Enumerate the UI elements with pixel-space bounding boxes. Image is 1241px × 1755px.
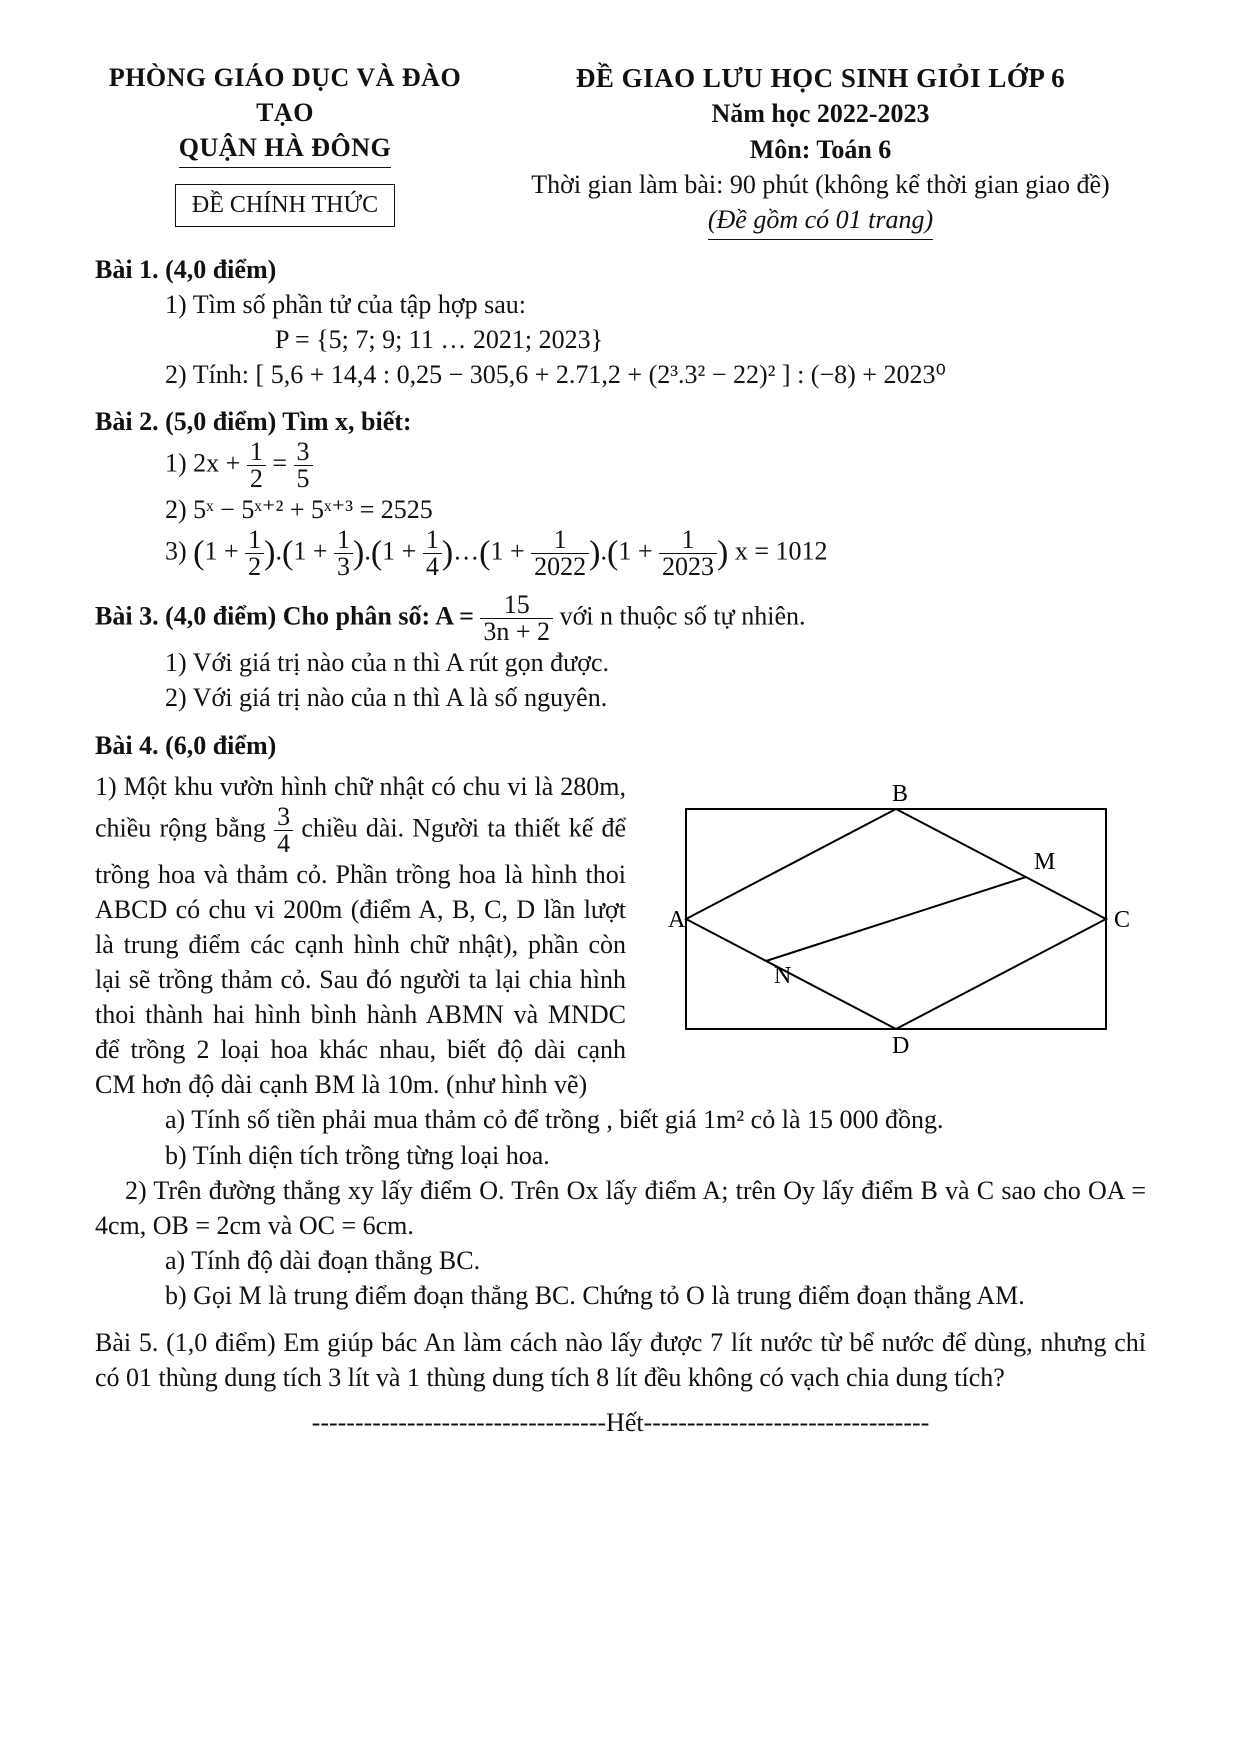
frac-half: 12 <box>247 439 266 492</box>
frac-d: 2023 <box>659 554 717 580</box>
line-mn <box>766 877 1026 961</box>
label-b: B <box>892 781 908 807</box>
paren: ( <box>479 535 490 572</box>
time-text: Thời gian làm bài: 90 phút (không kể thờ… <box>531 170 1109 199</box>
header: PHÒNG GIÁO DỤC VÀ ĐÀO TẠO QUẬN HÀ ĐÔNG Đ… <box>95 60 1146 240</box>
bai-4: Bài 4. (6,0 điểm) 1) Một khu vườn hình c… <box>95 728 1146 1313</box>
paren: ) <box>442 535 453 572</box>
frac-n: 1 <box>423 527 442 554</box>
paren: ( <box>282 535 293 572</box>
time-line: Thời gian làm bài: 90 phút (không kể thờ… <box>495 167 1146 202</box>
frac-n: 15 <box>480 592 553 619</box>
b4-row: 1) Một khu vườn hình chữ nhật có chu vi … <box>95 769 1146 1103</box>
paren: ( <box>371 535 382 572</box>
frac-d: 5 <box>294 466 313 492</box>
frac-d: 2022 <box>531 554 589 580</box>
frac-12: 12 <box>245 527 264 580</box>
b1-p2a: 2) Tính: <box>165 360 256 389</box>
box-wrap: ĐỀ CHÍNH THỨC <box>95 178 475 226</box>
paren: ) <box>264 535 275 572</box>
dept-line-2: QUẬN HÀ ĐÔNG <box>179 130 392 168</box>
frac-d: 2 <box>245 554 264 580</box>
bai-5: Bài 5. (1,0 điểm) Em giúp bác An làm các… <box>95 1325 1146 1395</box>
frac-n: 1 <box>659 527 717 554</box>
paren: ( <box>193 535 204 572</box>
b4-head: Bài 4. (6,0 điểm) <box>95 731 276 760</box>
frac-A: 153n + 2 <box>480 592 553 645</box>
frac-d: 3n + 2 <box>480 619 553 645</box>
b1-p2: 2) Tính: [ 5,6 + 14,4 : 0,25 − 305,6 + 2… <box>95 357 1146 392</box>
b1-p2eq: [ 5,6 + 14,4 : 0,25 − 305,6 + 2.71,2 + (… <box>256 360 946 389</box>
frac-n: 1 <box>334 527 353 554</box>
b3-head-b: với n thuộc số tự nhiên. <box>560 602 806 631</box>
frac-2022: 12022 <box>531 527 589 580</box>
b3-head-a: Bài 3. (4,0 điểm) Cho phân số: A = <box>95 602 480 631</box>
b1-p1: 1) Tìm số phần tử của tập hợp sau: <box>95 287 1146 322</box>
title-2: Năm học 2022-2023 <box>495 96 1146 131</box>
end-line: ----------------------------------Hết---… <box>95 1405 1146 1440</box>
page: PHÒNG GIÁO DỤC VÀ ĐÀO TẠO QUẬN HÀ ĐÔNG Đ… <box>0 0 1241 1755</box>
label-a: A <box>668 907 686 933</box>
diagram: A B C D M N <box>646 769 1146 1078</box>
header-right: ĐỀ GIAO LƯU HỌC SINH GIỎI LỚP 6 Năm học … <box>495 60 1146 240</box>
b1-p1eq: P = {5; 7; 9; 11 … 2021; 2023} <box>95 322 1146 357</box>
b3-l1: 1) Với giá trị nào của n thì A rút gọn đ… <box>95 645 1146 680</box>
b2-l3a: 3) <box>165 537 193 566</box>
b4-b: b) Tính diện tích trồng từng loại hoa. <box>95 1138 1146 1173</box>
frac-35: 35 <box>294 439 313 492</box>
title-3: Môn: Toán 6 <box>495 132 1146 167</box>
b2-l3b: x = 1012 <box>735 537 828 566</box>
b4-p1b: chiều dài. Người ta thiết kế để trồng ho… <box>95 813 626 1099</box>
note-text: (Đề gồm có 01 trang) <box>708 202 933 240</box>
frac-34: 34 <box>274 804 293 857</box>
frac-n: 1 <box>247 439 266 466</box>
title-1: ĐỀ GIAO LƯU HỌC SINH GIỎI LỚP 6 <box>495 60 1146 96</box>
b2-head: Bài 2. (5,0 điểm) Tìm x, biết: <box>95 407 412 436</box>
b2-l1b: = <box>272 449 293 478</box>
frac-d: 3 <box>334 554 353 580</box>
b4-text: 1) Một khu vườn hình chữ nhật có chu vi … <box>95 769 626 1103</box>
header-left: PHÒNG GIÁO DỤC VÀ ĐÀO TẠO QUẬN HÀ ĐÔNG Đ… <box>95 60 475 240</box>
b2-l1: 1) 2x + 12 = 35 <box>95 439 1146 492</box>
frac-14: 14 <box>423 527 442 580</box>
frac-2023: 12023 <box>659 527 717 580</box>
rhombus-diagram: A B C D M N <box>646 769 1146 1069</box>
bai-3: Bài 3. (4,0 điểm) Cho phân số: A = 153n … <box>95 592 1146 715</box>
paren: ) <box>589 535 600 572</box>
official-box: ĐỀ CHÍNH THỨC <box>175 184 395 226</box>
label-m: M <box>1034 849 1055 875</box>
frac-n: 1 <box>245 527 264 554</box>
b1-head: Bài 1. (4,0 điểm) <box>95 255 276 284</box>
label-n: N <box>774 963 791 989</box>
label-c: C <box>1114 907 1130 933</box>
b4-a: a) Tính số tiền phải mua thảm cỏ để trồn… <box>95 1102 1146 1137</box>
frac-d: 4 <box>274 831 293 857</box>
dept-line-1: PHÒNG GIÁO DỤC VÀ ĐÀO TẠO <box>95 60 475 130</box>
paren: ( <box>607 535 618 572</box>
b2-l1a: 1) 2x + <box>165 449 247 478</box>
frac-d: 2 <box>247 466 266 492</box>
b4-p2a: a) Tính độ dài đoạn thẳng BC. <box>95 1243 1146 1278</box>
bai-1: Bài 1. (4,0 điểm) 1) Tìm số phần tử của … <box>95 252 1146 392</box>
b3-l2: 2) Với giá trị nào của n thì A là số ngu… <box>95 680 1146 715</box>
b2-l3: 3) (1 + 12).(1 + 13).(1 + 14)…(1 + 12022… <box>95 527 1146 580</box>
frac-n: 1 <box>531 527 589 554</box>
frac-d: 4 <box>423 554 442 580</box>
paren: ) <box>353 535 364 572</box>
b2-l2: 2) 5ˣ − 5ˣ⁺² + 5ˣ⁺³ = 2525 <box>95 492 1146 527</box>
b4-p2b: b) Gọi M là trung điểm đoạn thẳng BC. Ch… <box>95 1278 1146 1313</box>
note-line: (Đề gồm có 01 trang) <box>495 202 1146 240</box>
label-d: D <box>892 1033 909 1059</box>
frac-n: 3 <box>274 804 293 831</box>
bai-2: Bài 2. (5,0 điểm) Tìm x, biết: 1) 2x + 1… <box>95 404 1146 580</box>
frac-13: 13 <box>334 527 353 580</box>
b4-p2: 2) Trên đường thẳng xy lấy điểm O. Trên … <box>95 1173 1146 1243</box>
paren: ) <box>717 535 728 572</box>
frac-n: 3 <box>294 439 313 466</box>
